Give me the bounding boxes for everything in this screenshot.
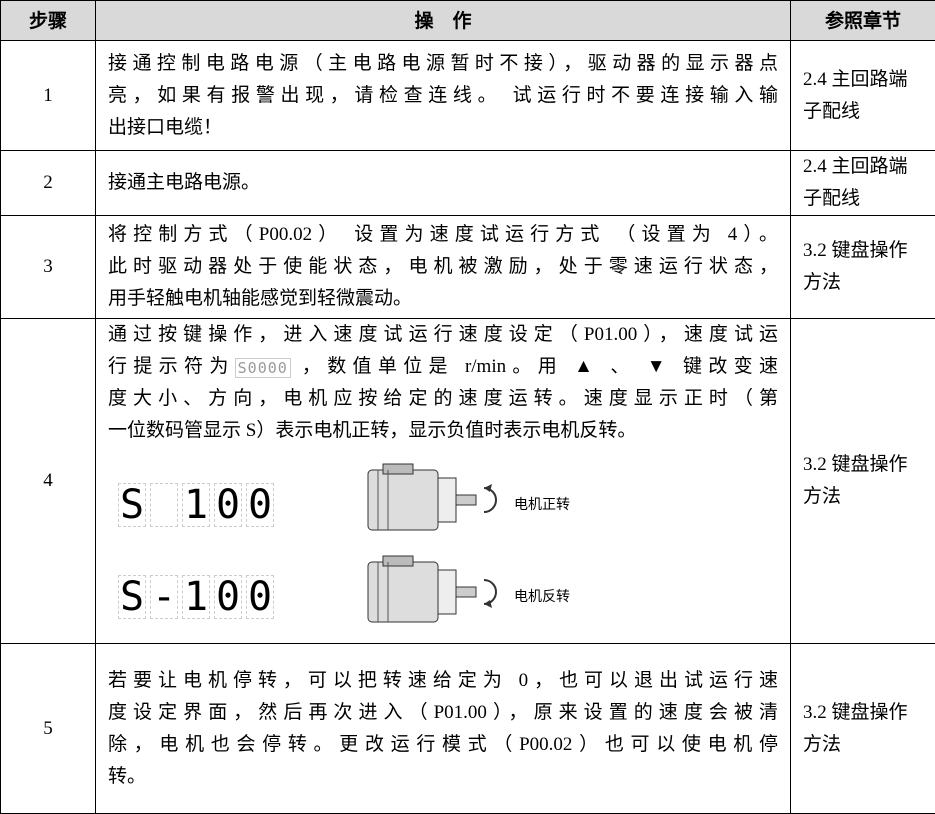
- step-cell: 3: [1, 216, 96, 319]
- text-line: 一位数码管显示 S）表示电机正转，显示负值时表示电机反转。: [108, 415, 778, 447]
- step-cell: 4: [1, 319, 96, 644]
- row: 2 接通主电路电源。 2.4 主回路端子配线: [1, 151, 935, 216]
- text-line: 转。: [108, 761, 778, 793]
- text-line: 接通控制电路电源（主电路电源暂时不接），驱动器的显示器点: [108, 48, 778, 80]
- text-line: 若要让电机停转，可以把转速给定为 0，也可以退出试运行速: [108, 665, 778, 697]
- caption: 电机正转: [514, 489, 570, 521]
- text-line: 出接口电缆！: [108, 112, 778, 144]
- digit: 1: [182, 483, 210, 527]
- text-segment: 行提示符为: [108, 356, 235, 377]
- motor: [358, 460, 508, 551]
- header-row: 步骤操 作参照章节: [1, 1, 935, 41]
- reference-line: 3.2 键盘操作: [803, 235, 923, 267]
- reference-line: 子配线: [803, 183, 923, 215]
- step-cell: 2: [1, 151, 96, 216]
- text-line: 除，电机也会停转。更改运行模式（P00.02）也可以使电机停: [108, 729, 778, 761]
- reference-line: 方法: [803, 267, 923, 299]
- text-line: 接通主电路电源。: [108, 167, 778, 199]
- operation-cell: 将控制方式（P00.02） 设置为速度试运行方式 （设置为 4）。此时驱动器处于…: [96, 216, 791, 319]
- motor: [358, 552, 508, 643]
- text-line: 将控制方式（P00.02） 设置为速度试运行方式 （设置为 4）。: [108, 219, 778, 251]
- reference-line: 2.4 主回路端: [803, 151, 923, 183]
- reference-line: 方法: [803, 481, 923, 513]
- reference-line: 子配线: [803, 96, 923, 128]
- digit: 0: [214, 483, 242, 527]
- reference-cell: 2.4 主回路端子配线: [791, 41, 935, 151]
- header-cell: 操 作: [96, 1, 791, 41]
- header-cell: 步骤: [1, 1, 96, 41]
- digit: -: [150, 575, 178, 619]
- text-segment: ，数值单位是 r/min。用 ▲ 、 ▼ 键改变速: [291, 356, 778, 377]
- text-line: 用手轻触电机轴能感觉到轻微震动。: [108, 283, 778, 315]
- digit: 1: [182, 575, 210, 619]
- prompt-symbol: S0000: [235, 358, 291, 378]
- digit: S: [118, 575, 146, 619]
- motor-icon: [358, 460, 508, 540]
- operation-cell: 接通控制电路电源（主电路电源暂时不接），驱动器的显示器点亮，如果有报警出现，请检…: [96, 41, 791, 151]
- digit: 0: [246, 575, 274, 619]
- text-line: 度大小、方向，电机应按给定的速度运转。速度显示正时（第: [108, 383, 778, 415]
- reference-cell: 3.2 键盘操作方法: [791, 216, 935, 319]
- operation-cell: 若要让电机停转，可以把转速给定为 0，也可以退出试运行速度设定界面，然后再次进入…: [96, 644, 791, 814]
- digit: [150, 483, 178, 527]
- reference-line: 3.2 键盘操作: [803, 697, 923, 729]
- header-cell: 参照章节: [791, 1, 935, 41]
- reference-line: 3.2 键盘操作: [803, 449, 923, 481]
- digit: 0: [246, 483, 274, 527]
- text-line: 亮，如果有报警出现，请检查连线。 试运行时不要连接输入输: [108, 80, 778, 112]
- step-cell: 5: [1, 644, 96, 814]
- reference-cell: 3.2 键盘操作方法: [791, 319, 935, 644]
- digit: S: [118, 483, 146, 527]
- caption: 电机反转: [514, 581, 570, 613]
- motor-icon: [358, 552, 508, 632]
- step-cell: 1: [1, 41, 96, 151]
- text-line: 度设定界面，然后再次进入（P01.00），原来设置的速度会被清: [108, 697, 778, 729]
- digit: 0: [214, 575, 242, 619]
- text-line: 通过按键操作，进入速度试运行速度设定（P01.00），速度试运: [108, 319, 778, 351]
- operation-cell: 接通主电路电源。: [96, 151, 791, 216]
- reference-line: 2.4 主回路端: [803, 64, 923, 96]
- reference-line: 方法: [803, 729, 923, 761]
- reference-cell: 2.4 主回路端子配线: [791, 151, 935, 216]
- reference-cell: 3.2 键盘操作方法: [791, 644, 935, 814]
- text-line: 此时驱动器处于使能状态，电机被激励，处于零速运行状态，: [108, 251, 778, 283]
